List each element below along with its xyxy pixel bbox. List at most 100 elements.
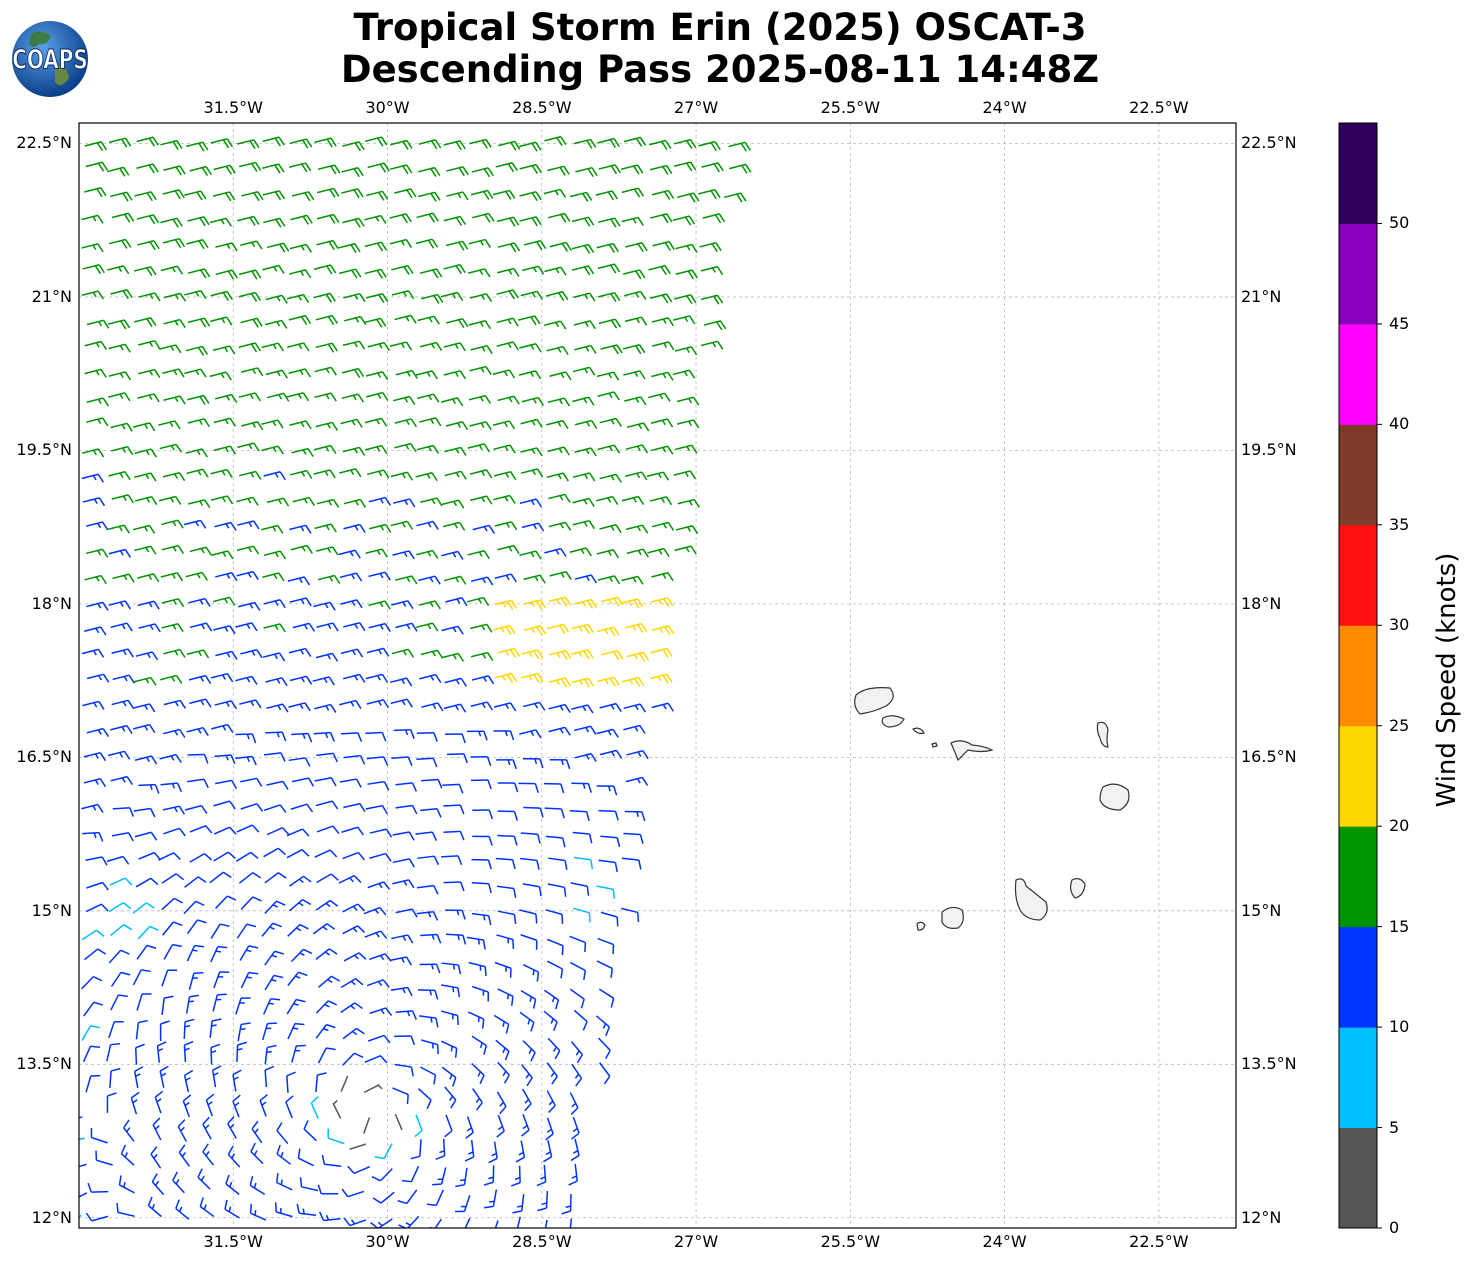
wind-barb	[471, 1035, 488, 1055]
wind-barb	[521, 1064, 533, 1087]
wind-barb	[209, 371, 232, 381]
wind-barb	[496, 1114, 505, 1138]
colorbar-segment	[1339, 1027, 1377, 1129]
wind-barb	[184, 368, 207, 378]
wind-barb	[471, 1062, 485, 1085]
wind-barb	[241, 191, 264, 202]
wind-barb	[185, 994, 199, 1014]
wind-barb	[363, 1117, 371, 1134]
wind-barb	[287, 923, 309, 937]
wind-barb	[156, 1041, 167, 1063]
wind-barb	[187, 753, 209, 764]
wind-barb	[488, 1141, 498, 1164]
wind-barb	[597, 626, 620, 637]
wind-barb	[520, 857, 540, 870]
wind-barb	[132, 902, 155, 914]
wind-barb	[340, 648, 364, 658]
wind-barb	[545, 1117, 554, 1141]
wind-barb	[339, 699, 362, 709]
wind-barb	[338, 268, 362, 279]
wind-barb	[83, 1001, 103, 1017]
wind-barb	[262, 652, 286, 662]
wind-barb	[189, 698, 212, 708]
colorbar-label: 50	[1389, 213, 1410, 233]
wind-barb	[227, 1116, 237, 1139]
wind-barb	[597, 291, 621, 303]
wind-barb	[82, 497, 106, 507]
wind-barb	[543, 320, 567, 330]
wind-barb	[183, 519, 207, 529]
wind-barb	[314, 849, 338, 858]
wind-barb	[209, 217, 232, 227]
wind-barb	[414, 1114, 423, 1138]
wind-barb	[390, 471, 414, 481]
wind-barb	[397, 1189, 418, 1205]
wind-barb	[237, 520, 260, 530]
lat-tick-left: 12°N	[31, 1207, 72, 1227]
wind-barb	[158, 495, 182, 505]
wind-barb	[240, 367, 264, 377]
wind-barb	[209, 871, 232, 884]
wind-barb	[421, 702, 444, 712]
wind-barb	[210, 672, 234, 683]
wind-barb	[184, 190, 207, 201]
wind-barb	[289, 597, 312, 607]
wind-barb	[161, 969, 178, 987]
wind-barb	[597, 137, 620, 149]
colorbar	[1338, 122, 1382, 1229]
colorbar-segment	[1339, 1127, 1377, 1229]
colorbar-label: 35	[1389, 514, 1410, 534]
wind-barb	[391, 756, 413, 766]
island-maio	[1069, 878, 1086, 899]
wind-barb	[574, 574, 598, 584]
wind-barb	[494, 521, 518, 531]
wind-barb	[238, 342, 262, 353]
wind-barb	[213, 851, 236, 862]
wind-barb	[441, 652, 465, 662]
wind-barb	[210, 290, 233, 301]
wind-barb	[497, 988, 514, 1006]
wind-barb	[137, 393, 160, 403]
wind-barb	[389, 956, 412, 966]
wind-barb	[263, 752, 286, 762]
wind-barb	[276, 1122, 289, 1145]
wind-barb	[262, 190, 286, 201]
wind-barb	[600, 835, 621, 848]
wind-barb	[674, 346, 698, 356]
wind-barb	[134, 676, 157, 686]
wind-barb	[626, 548, 649, 558]
wind-barb	[367, 780, 390, 791]
wind-barb	[391, 264, 414, 275]
wind-barb	[471, 881, 492, 894]
wind-barb	[315, 1072, 327, 1093]
lat-tick-right: 16.5°N	[1241, 747, 1297, 767]
wind-barb	[316, 752, 338, 763]
wind-barb	[161, 598, 185, 608]
wind-barb	[317, 574, 341, 584]
wind-barb	[401, 1165, 420, 1183]
wind-barb	[572, 519, 595, 530]
wind-barb	[211, 723, 234, 734]
wind-barb	[649, 293, 673, 304]
wind-barb	[109, 877, 133, 886]
wind-barb	[549, 371, 572, 381]
wind-barb	[290, 469, 313, 479]
wind-barb	[523, 806, 544, 818]
wind-barb	[189, 165, 212, 177]
wind-barb	[163, 699, 187, 709]
wind-barb	[569, 935, 587, 953]
wind-barb	[519, 141, 542, 152]
wind-barb	[288, 162, 312, 173]
wind-barb	[202, 1143, 215, 1166]
wind-barb	[497, 647, 521, 658]
wind-barb	[597, 444, 621, 454]
wind-barb	[81, 929, 105, 941]
wind-barb	[600, 911, 619, 927]
wind-barb	[420, 933, 442, 944]
wind-barb	[240, 777, 263, 787]
wind-barb	[134, 317, 157, 328]
wind-barb	[237, 442, 260, 452]
wind-barb	[623, 136, 647, 147]
wind-barb	[394, 1063, 414, 1077]
wind-barb	[292, 622, 316, 632]
